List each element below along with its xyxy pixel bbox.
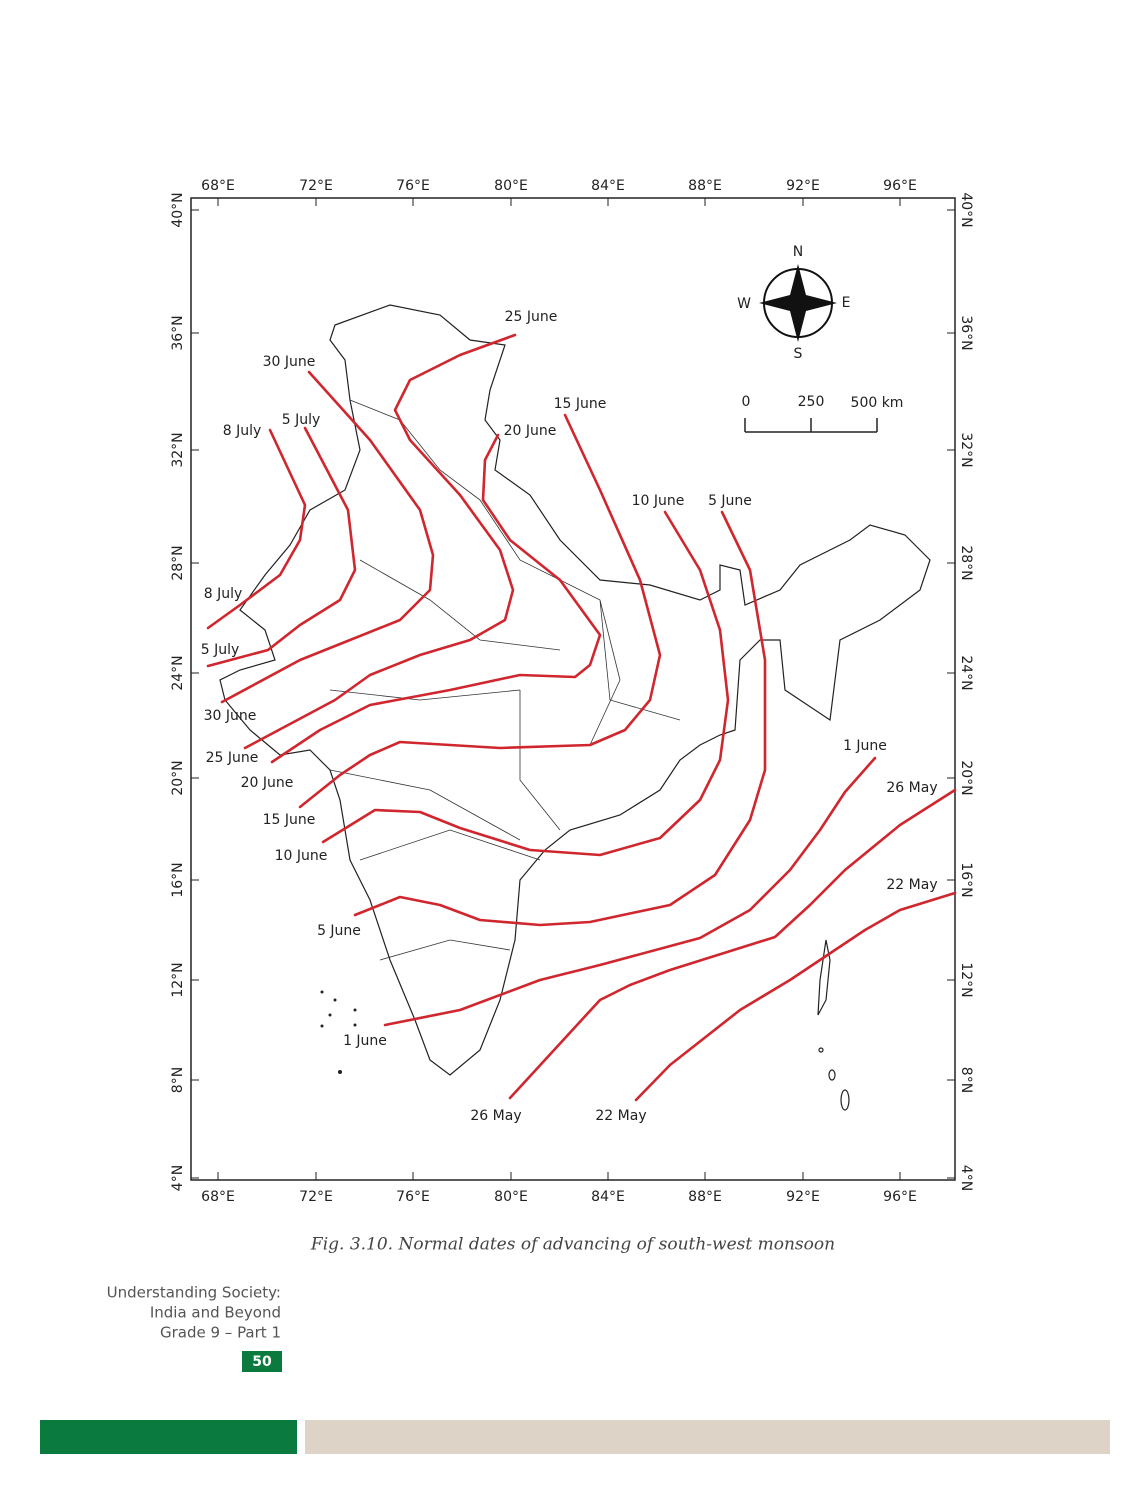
left-lat-label: 20°N: [170, 760, 186, 795]
caption: Fig. 3.10. Normal dates of advancing of …: [310, 1235, 835, 1255]
left-lat-label: 4°N: [170, 1165, 186, 1191]
isoline-label: 30 June: [204, 708, 257, 724]
compass: [759, 264, 837, 342]
page-badge: [242, 1351, 282, 1372]
compass-label: E: [842, 295, 851, 311]
isoline-label: 15 June: [554, 396, 607, 412]
monsoon-isolines: [206, 333, 957, 1102]
isoline-label: 5 July: [201, 642, 240, 658]
isoline-label: 26 May: [470, 1108, 521, 1124]
footer-bar-beige: [305, 1420, 1110, 1454]
top-lon-label: 76°E: [396, 178, 430, 194]
isoline-label: 1 June: [343, 1033, 387, 1049]
isoline-label: 25 June: [206, 750, 259, 766]
isoline-label: 5 June: [317, 923, 361, 939]
bottom-lon-label: 76°E: [396, 1189, 430, 1205]
isoline-label: 15 June: [263, 812, 316, 828]
lakshadweep: [320, 990, 357, 1074]
right-lat-label: 16°N: [958, 862, 974, 897]
isoline-label: 10 June: [275, 848, 328, 864]
right-lat-label: 32°N: [958, 432, 974, 467]
left-lat-label: 8°N: [170, 1067, 186, 1093]
right-lat-label: 36°N: [958, 315, 974, 350]
right-lat-label: 4°N: [958, 1165, 974, 1191]
india-outline: [219, 304, 931, 1076]
compass-label: N: [793, 244, 803, 260]
left-lat-label: 16°N: [170, 862, 186, 897]
right-lat-label: 12°N: [958, 962, 974, 997]
left-lat-label: 24°N: [170, 655, 186, 690]
footer-bar-green: [40, 1420, 297, 1454]
left-lat-label: 40°N: [170, 192, 186, 227]
isoline-label: 30 June: [263, 354, 316, 370]
bottom-lon-label: 92°E: [786, 1189, 820, 1205]
left-lat-label: 32°N: [170, 432, 186, 467]
isoline-label: 8 July: [223, 423, 262, 439]
book-title: India and Beyond: [150, 1304, 281, 1322]
isoline-label: 20 June: [504, 423, 557, 439]
scale-label: 0: [742, 394, 751, 410]
bottom-lon-label: 72°E: [299, 1189, 333, 1205]
top-lon-label: 92°E: [786, 178, 820, 194]
top-lon-label: 96°E: [883, 178, 917, 194]
isoline-label: 20 June: [241, 775, 294, 791]
isoline-label: 5 June: [708, 493, 752, 509]
left-lat-label: 36°N: [170, 315, 186, 350]
isoline-label: 5 July: [282, 412, 321, 428]
top-lon-label: 84°E: [591, 178, 625, 194]
state-borders: [329, 399, 681, 961]
book-title: Grade 9 – Part 1: [160, 1324, 281, 1342]
compass-label: S: [794, 346, 803, 362]
top-lon-label: 80°E: [494, 178, 528, 194]
isoline-label: 22 May: [595, 1108, 646, 1124]
scale-label: 500 km: [851, 395, 904, 411]
isoline-label: 10 June: [632, 493, 685, 509]
map-frame: [190, 197, 956, 1181]
isoline-label: 25 June: [505, 309, 558, 325]
right-lat-label: 8°N: [958, 1067, 974, 1093]
bottom-lon-label: 96°E: [883, 1189, 917, 1205]
andaman-islands: [817, 939, 850, 1111]
isoline-label: 26 May: [886, 780, 937, 796]
bottom-lon-label: 68°E: [201, 1189, 235, 1205]
isoline-label: 8 July: [204, 586, 243, 602]
left-lat-label: 28°N: [170, 545, 186, 580]
right-lat-label: 40°N: [958, 192, 974, 227]
top-lon-label: 68°E: [201, 178, 235, 194]
book-title: Understanding Society:: [107, 1284, 281, 1302]
right-lat-label: 28°N: [958, 545, 974, 580]
scale-label: 250: [798, 394, 825, 410]
right-lat-label: 20°N: [958, 760, 974, 795]
bottom-lon-label: 84°E: [591, 1189, 625, 1205]
page-number: 50: [252, 1354, 272, 1370]
bottom-lon-label: 88°E: [688, 1189, 722, 1205]
top-lon-label: 72°E: [299, 178, 333, 194]
right-lat-label: 24°N: [958, 655, 974, 690]
top-lon-label: 88°E: [688, 178, 722, 194]
left-lat-label: 12°N: [170, 962, 186, 997]
bottom-lon-label: 80°E: [494, 1189, 528, 1205]
isoline-label: 1 June: [843, 738, 887, 754]
isoline-label: 22 May: [886, 877, 937, 893]
scale-bar: [744, 418, 878, 433]
compass-label: W: [737, 296, 751, 312]
